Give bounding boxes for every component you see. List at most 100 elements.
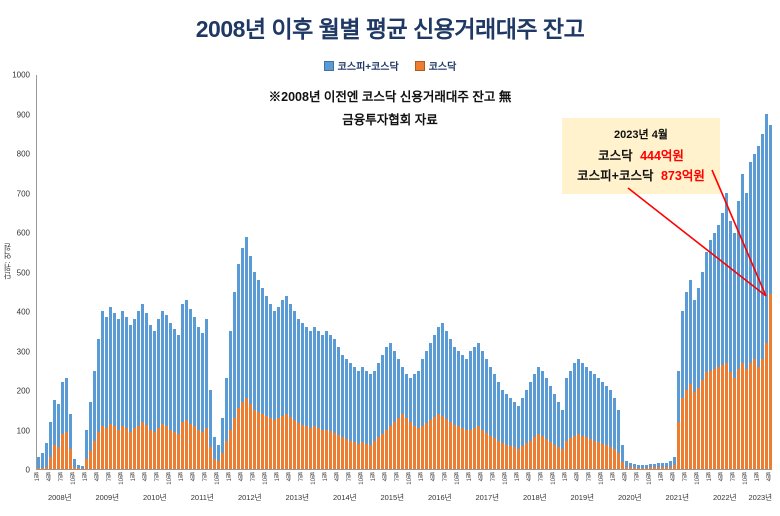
- callout-label-kosdaq: 코스닥: [598, 149, 633, 163]
- bar-kosdaq: [217, 461, 220, 469]
- bar-group: [433, 75, 436, 469]
- bar-kosdaq: [361, 442, 364, 469]
- bar-kospi-plus-kosdaq: [337, 346, 340, 469]
- bar-kospi-plus-kosdaq: [713, 232, 716, 469]
- bar-kospi-plus-kosdaq: [497, 382, 500, 469]
- bar-group: [377, 75, 380, 469]
- bar-group: [585, 75, 588, 469]
- bar-group: [193, 75, 196, 469]
- bar-kosdaq: [577, 434, 580, 469]
- x-tick-label: 7월: [683, 472, 689, 482]
- chart-notes: ※2008년 이전엔 코스닥 신용거래대주 잔고 無 금융투자협회 자료: [0, 86, 780, 132]
- bar-group: [725, 75, 728, 469]
- bar-kospi-plus-kosdaq: [177, 335, 180, 469]
- bar-kosdaq: [481, 429, 484, 469]
- bar-group: [469, 75, 472, 469]
- x-tick-label: 10월: [503, 472, 509, 485]
- bar-kosdaq: [125, 427, 128, 469]
- x-year-label: 2023년: [748, 493, 773, 502]
- bar-kosdaq: [745, 368, 748, 469]
- x-tick-label: 4월: [383, 472, 389, 482]
- note-line-2: 금융투자협회 자료: [342, 113, 438, 127]
- bar-kospi-plus-kosdaq: [593, 374, 596, 469]
- bar-kosdaq: [169, 429, 172, 469]
- bar-kosdaq: [65, 431, 68, 469]
- bar-kospi-plus-kosdaq: [261, 287, 264, 469]
- x-tick-label: 10월: [215, 472, 221, 485]
- bar-group: [401, 75, 404, 469]
- bar-kospi-plus-kosdaq: [89, 402, 92, 469]
- bar-kospi-plus-kosdaq: [149, 325, 152, 469]
- bar-kospi-plus-kosdaq: [417, 370, 420, 469]
- bar-kosdaq: [189, 423, 192, 469]
- bar-kospi-plus-kosdaq: [509, 398, 512, 469]
- bar-kosdaq: [273, 419, 276, 469]
- bar-group: [373, 75, 376, 469]
- bar-kosdaq: [553, 444, 556, 469]
- bar-group: [753, 75, 756, 469]
- legend-swatch-orange-icon: [414, 60, 425, 71]
- bar-group: [461, 75, 464, 469]
- bar-group: [169, 75, 172, 469]
- bar-kospi-plus-kosdaq: [665, 463, 668, 469]
- bar-kospi-plus-kosdaq: [61, 382, 64, 469]
- bar-group: [477, 75, 480, 469]
- bar-kosdaq: [45, 466, 48, 469]
- bar-kosdaq: [341, 437, 344, 469]
- bar-kospi-plus-kosdaq: [745, 193, 748, 469]
- bar-kospi-plus-kosdaq: [197, 327, 200, 469]
- y-tick-label: 700: [16, 189, 30, 198]
- bar-group: [237, 75, 240, 469]
- bar-kosdaq: [645, 467, 648, 469]
- bar-kospi-plus-kosdaq: [553, 394, 556, 469]
- bar-kospi-plus-kosdaq: [325, 331, 328, 469]
- x-tick-label: 1월: [707, 472, 713, 482]
- bar-group: [513, 75, 516, 469]
- bar-group: [681, 75, 684, 469]
- bar-kosdaq: [685, 390, 688, 469]
- bar-kospi-plus-kosdaq: [753, 153, 756, 469]
- bar-kosdaq: [597, 442, 600, 469]
- legend-item-kospi-plus-kosdaq: 코스피+코스닥: [323, 58, 399, 73]
- bar-kospi-plus-kosdaq: [621, 445, 624, 469]
- bar-kospi-plus-kosdaq: [685, 291, 688, 469]
- bar-group: [661, 75, 664, 469]
- bar-kosdaq: [309, 428, 312, 469]
- bar-kosdaq: [237, 407, 240, 469]
- bar-kospi-plus-kosdaq: [125, 317, 128, 469]
- bar-kosdaq: [233, 417, 236, 469]
- bar-kospi-plus-kosdaq: [109, 307, 112, 469]
- bar-kospi-plus-kosdaq: [145, 313, 148, 469]
- bar-kospi-plus-kosdaq: [669, 461, 672, 469]
- bar-kosdaq: [497, 440, 500, 469]
- bar-group: [181, 75, 184, 469]
- bar-kospi-plus-kosdaq: [45, 443, 48, 469]
- y-axis-unit-label: 단위: 억원: [3, 243, 12, 280]
- bar-kosdaq: [565, 441, 568, 469]
- bar-group: [69, 75, 72, 469]
- x-tick-label: 1월: [179, 472, 185, 482]
- bar-group: [229, 75, 232, 469]
- bar-group: [81, 75, 84, 469]
- bar-kospi-plus-kosdaq: [245, 236, 248, 469]
- bar-group: [121, 75, 124, 469]
- bar-kospi-plus-kosdaq: [633, 464, 636, 469]
- bar-kosdaq: [601, 443, 604, 469]
- bar-group: [389, 75, 392, 469]
- bar-kospi-plus-kosdaq: [429, 342, 432, 469]
- bar-group: [65, 75, 68, 469]
- bar-group: [133, 75, 136, 469]
- bar-group: [277, 75, 280, 469]
- bar-kosdaq: [37, 468, 40, 469]
- y-tick-label: 400: [16, 307, 30, 317]
- x-tick-label: 10월: [311, 472, 317, 485]
- bar-kosdaq: [529, 440, 532, 469]
- bar-group: [173, 75, 176, 469]
- x-tick-label: 4월: [95, 472, 101, 482]
- bar-kosdaq: [541, 435, 544, 469]
- bar-group: [337, 75, 340, 469]
- y-tick-label: 1000: [12, 70, 30, 80]
- bar-group: [269, 75, 272, 469]
- bar-group: [437, 75, 440, 469]
- bar-group: [89, 75, 92, 469]
